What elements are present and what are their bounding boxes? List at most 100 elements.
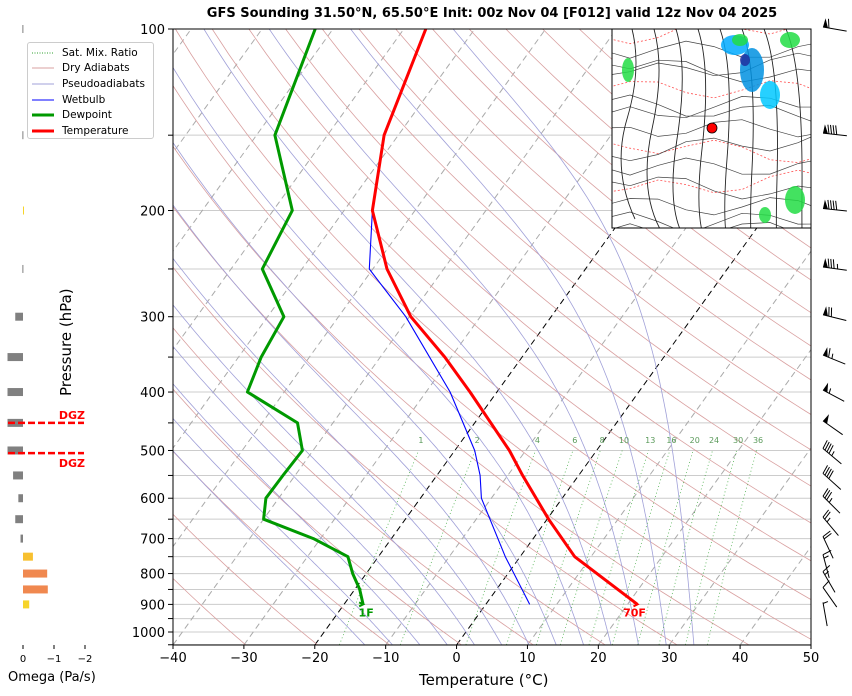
wind-barb-half-feather: [822, 601, 829, 604]
wind-barb-feather: [822, 465, 828, 474]
legend-item-wetbulb: Wetbulb: [32, 92, 153, 108]
legend-item-dewpoint: Dewpoint: [32, 107, 153, 123]
isotherm: [173, 29, 617, 645]
wind-barb: [822, 488, 841, 514]
map-isobar: [612, 52, 811, 77]
surface-marker: [633, 601, 640, 608]
wind-barb-feather: [827, 258, 830, 268]
map-coastline: [672, 29, 683, 228]
wind-barb-feather: [832, 125, 835, 135]
pseudoadiabat: [173, 304, 475, 645]
map-isobar: [612, 211, 785, 228]
dry-adiabat: [211, 29, 811, 562]
wind-barb-feather: [823, 532, 832, 540]
wind-barb-feather: [828, 445, 834, 454]
wind-barb-feather: [822, 580, 830, 588]
wind-barb-feather: [822, 440, 828, 449]
mixing-ratio-line: [559, 450, 623, 645]
wind-barb-staff: [822, 448, 842, 465]
wind-barb-feather: [835, 125, 838, 135]
mixing-ratio-line: [506, 450, 574, 645]
map-coastline: [646, 29, 661, 228]
legend-item-temperature: Temperature: [32, 123, 153, 139]
pseudoadiabat: [173, 383, 421, 645]
omega-bar: [23, 552, 33, 561]
isotherm: [810, 644, 811, 645]
map-coastline: [763, 29, 778, 228]
inset-map-content: [612, 29, 811, 228]
wind-barb-half-feather: [823, 555, 829, 559]
dewpoint-line: [245, 29, 365, 605]
wind-barb-staff: [822, 266, 847, 271]
wind-barb-feather: [826, 468, 832, 478]
map-coastline: [620, 29, 637, 220]
x-tick-label: 40: [732, 651, 749, 666]
x-tick-label: −30: [230, 651, 257, 666]
y-tick-label: 800: [140, 568, 165, 583]
omega-bar: [7, 418, 23, 427]
wind-barb: [822, 258, 847, 271]
inset-map: [611, 28, 812, 229]
wind-barb: [822, 199, 847, 212]
wind-barb: [822, 580, 838, 608]
dry-adiabat: [248, 29, 811, 524]
mixing-ratio-label: 6: [572, 436, 577, 445]
omega-bar: [23, 600, 30, 609]
x-axis-label: Temperature (°C): [419, 671, 549, 689]
pseudoadiabat: [173, 450, 365, 645]
map-precip-area: [760, 81, 780, 109]
wind-barb-feather: [822, 488, 829, 497]
isotherm: [173, 29, 334, 253]
omega-bar: [18, 494, 23, 503]
wind-barb: [822, 124, 847, 137]
legend-swatch: [32, 83, 54, 85]
wind-barb-pennant: [823, 347, 828, 357]
location-marker: [706, 122, 718, 134]
mixing-ratio-line: [536, 450, 601, 645]
mixing-ratio-line: [588, 450, 649, 645]
legend-swatch: [32, 52, 54, 54]
omega-bar: [13, 471, 23, 480]
map-isobar: [612, 94, 811, 122]
wind-barb-staff: [822, 354, 846, 365]
dry-adiabat: [505, 29, 811, 281]
map-isobar: [614, 212, 811, 228]
wind-barb-half-feather: [824, 570, 829, 576]
map-isobar: [612, 119, 811, 138]
x-tick-label: 50: [803, 651, 820, 666]
wind-barb-feather: [828, 348, 831, 358]
x-tick-label: 0: [452, 651, 460, 666]
y-tick-label: 200: [140, 205, 165, 220]
legend-swatch: [32, 99, 54, 101]
pseudoadiabat: [173, 345, 448, 645]
map-isobar: [612, 59, 811, 83]
wind-barb-half-feather: [828, 497, 833, 503]
mixing-ratio-line: [658, 450, 713, 645]
map-precip-area: [740, 54, 750, 66]
map-precip-area: [732, 34, 748, 46]
chart-title: GFS Sounding 31.50°N, 65.50°E Init: 00z …: [206, 6, 778, 21]
omega-axis-label: Omega (Pa/s): [8, 670, 96, 685]
wind-barb-half-feather: [831, 353, 834, 359]
wind-barb-feather: [828, 470, 834, 479]
wind-barb: [822, 414, 843, 436]
plot-frame: [172, 28, 812, 646]
wind-barb: [822, 509, 839, 536]
mixing-ratio-label: 10: [619, 436, 629, 445]
pseudoadiabat: [203, 29, 612, 645]
mixing-ratio-line: [637, 450, 694, 645]
wind-barb-pennant: [823, 18, 828, 28]
pseudoadiabat: [173, 141, 557, 645]
omega-bar: [23, 585, 48, 594]
dry-adiabat: [173, 388, 462, 645]
omega-bar: [22, 264, 24, 273]
omega-bar: [22, 25, 24, 33]
y-tick-label: 600: [140, 492, 165, 507]
pseudoadiabat: [173, 257, 503, 645]
wind-barb: [822, 440, 842, 465]
dry-adiabat: [358, 29, 811, 415]
wind-barb-feather: [827, 124, 830, 134]
mixing-ratio-line: [685, 450, 737, 645]
wind-barb-feather: [824, 466, 830, 476]
map-thickness-contour: [612, 139, 811, 164]
